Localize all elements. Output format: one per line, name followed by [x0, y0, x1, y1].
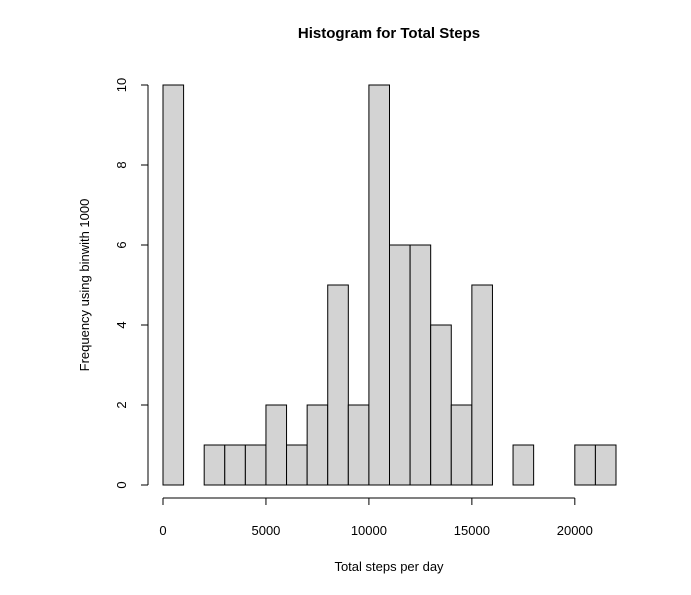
- histogram-bar-7000-8000: [306, 404, 329, 486]
- histogram-bar-10000-11000: [368, 84, 390, 486]
- y-axis: 0 2 4 6 8 10: [114, 78, 149, 489]
- y-tick-label: 2: [114, 401, 129, 408]
- x-tick-label: 0: [159, 523, 166, 538]
- chart-title: Histogram for Total Steps: [298, 25, 480, 42]
- x-axis: 0 5000 10000 15000 20000: [159, 497, 593, 538]
- x-tick-label: 15000: [454, 523, 490, 538]
- y-axis-label: Frequency using binwith 1000: [77, 199, 92, 372]
- y-tick-label: 10: [114, 78, 129, 92]
- histogram-bar-4000-5000: [244, 444, 267, 486]
- x-axis-label: Total steps per day: [334, 559, 444, 574]
- histogram-bar-9000-10000: [347, 404, 370, 486]
- histogram-bar-3000-4000: [224, 444, 246, 486]
- x-tick-label: 10000: [351, 523, 387, 538]
- histogram-bar-12000-13000: [409, 244, 432, 486]
- histogram-bar-8000-9000: [327, 284, 349, 486]
- y-tick-label: 6: [114, 241, 129, 248]
- x-tick-label: 5000: [251, 523, 280, 538]
- bars-group: [162, 84, 617, 486]
- y-tick-label: 0: [114, 481, 129, 488]
- histogram-bar-6000-7000: [286, 444, 308, 486]
- y-tick-label: 4: [114, 321, 129, 328]
- y-tick-label: 8: [114, 161, 129, 168]
- x-tick-label: 20000: [557, 523, 593, 538]
- histogram-bar-14000-15000: [450, 404, 473, 486]
- histogram-bar-17000-18000: [512, 444, 535, 486]
- histogram-bar-5000-6000: [265, 404, 288, 486]
- histogram-bar-15000-16000: [471, 284, 493, 486]
- histogram-bar-0-1000: [162, 84, 185, 486]
- histogram-bar-13000-14000: [430, 324, 452, 486]
- histogram-bar-20000-21000: [574, 444, 596, 486]
- histogram-bar-21000-22000: [594, 444, 617, 486]
- histogram-bar-11000-12000: [389, 244, 411, 486]
- histogram-bar-2000-3000: [203, 444, 226, 486]
